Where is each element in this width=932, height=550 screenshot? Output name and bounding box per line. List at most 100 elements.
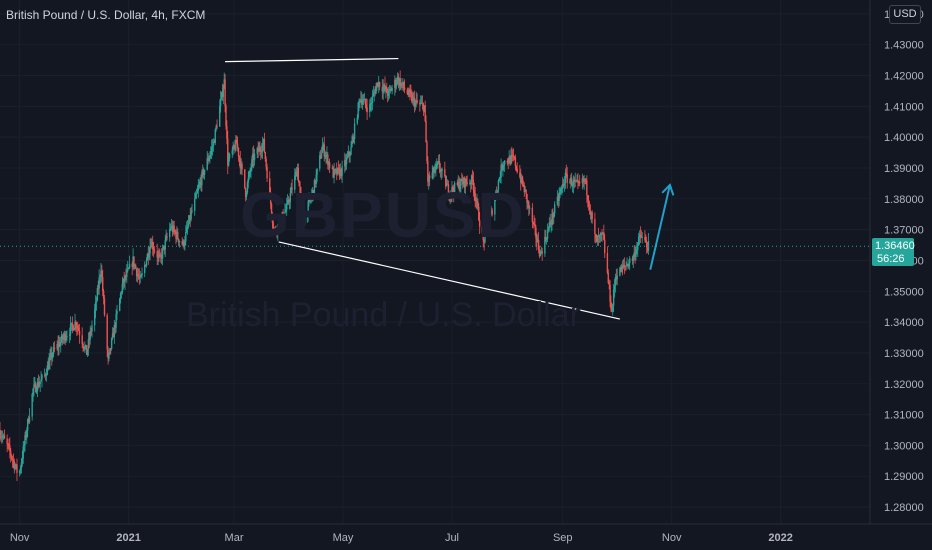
candle-body bbox=[359, 100, 361, 102]
candle-body bbox=[149, 246, 151, 254]
candle-body bbox=[63, 333, 66, 338]
candle-body bbox=[69, 324, 72, 335]
candle-body bbox=[251, 159, 253, 169]
candle-body bbox=[141, 272, 143, 276]
candle-body bbox=[438, 161, 441, 169]
candle-body bbox=[271, 214, 274, 223]
candle-body bbox=[33, 384, 35, 389]
candle-body bbox=[461, 181, 464, 185]
candle-body bbox=[93, 309, 96, 326]
candle-body bbox=[83, 346, 85, 349]
candle-body bbox=[545, 238, 548, 240]
candle-body bbox=[6, 438, 8, 445]
candle-body bbox=[49, 356, 51, 361]
trendline[interactable] bbox=[225, 57, 399, 63]
candle-body bbox=[59, 342, 61, 346]
candle-body bbox=[172, 225, 174, 232]
candle-body bbox=[70, 322, 73, 325]
candle-body bbox=[503, 164, 505, 166]
candle-body bbox=[232, 145, 234, 151]
currency-button[interactable]: USD bbox=[889, 5, 921, 24]
candle-body bbox=[289, 193, 291, 202]
candle-body bbox=[203, 169, 206, 175]
candle-body bbox=[187, 223, 190, 227]
candle-body bbox=[159, 255, 161, 257]
candle-body bbox=[412, 97, 415, 99]
candle-body bbox=[432, 167, 434, 173]
candle-body bbox=[629, 258, 631, 264]
candle-body bbox=[351, 142, 353, 148]
price-tick-label: 1.34000 bbox=[884, 317, 924, 329]
candle-body bbox=[370, 103, 373, 105]
candle-body bbox=[25, 435, 27, 437]
candle-body bbox=[411, 93, 413, 102]
price-tick-label: 1.30000 bbox=[884, 440, 924, 452]
candle-body bbox=[173, 225, 175, 231]
candle-body bbox=[99, 276, 101, 278]
candle-body bbox=[65, 337, 67, 341]
candle-body bbox=[536, 238, 538, 242]
candle-body bbox=[445, 183, 448, 187]
candle-body bbox=[447, 184, 450, 196]
candle-body bbox=[296, 167, 299, 177]
candle-body bbox=[491, 209, 493, 215]
time-tick-label: Sep bbox=[553, 532, 573, 544]
candle-body bbox=[458, 181, 460, 190]
candle-body bbox=[147, 253, 149, 258]
candle-body bbox=[86, 349, 89, 355]
candle-body bbox=[440, 170, 442, 173]
price-tick-label: 1.32000 bbox=[884, 379, 924, 391]
candle-body bbox=[327, 154, 329, 166]
candle-body bbox=[28, 416, 31, 423]
arrow-head[interactable] bbox=[661, 183, 675, 196]
candle-body bbox=[76, 326, 78, 328]
candle-body bbox=[150, 246, 152, 248]
candle-body bbox=[459, 186, 461, 190]
arrow-shaft[interactable] bbox=[649, 184, 671, 270]
candle-body bbox=[312, 189, 315, 195]
candle-body bbox=[78, 330, 81, 336]
trendline[interactable] bbox=[278, 241, 621, 320]
candle-body bbox=[257, 148, 259, 152]
candle-body bbox=[60, 341, 62, 346]
candle-body bbox=[236, 143, 239, 148]
candle-body bbox=[40, 379, 42, 382]
candle-body bbox=[269, 192, 272, 204]
candle-body bbox=[233, 145, 235, 148]
candle-body bbox=[549, 222, 551, 225]
candle-body bbox=[436, 162, 439, 165]
candle-body bbox=[264, 152, 266, 160]
candle-body bbox=[477, 201, 479, 207]
candle-body bbox=[97, 288, 99, 290]
candle-body bbox=[394, 80, 397, 86]
candle-body bbox=[283, 216, 285, 219]
candle-body bbox=[127, 268, 129, 271]
candle-body bbox=[572, 179, 575, 186]
candle-body bbox=[75, 322, 77, 327]
candle-body bbox=[353, 136, 355, 139]
candle-body bbox=[62, 337, 65, 340]
candle-body bbox=[449, 194, 451, 199]
candle-body bbox=[372, 93, 375, 97]
candle-body bbox=[408, 89, 410, 95]
candle-body bbox=[270, 203, 273, 215]
candle-body bbox=[174, 230, 176, 233]
candle-body bbox=[601, 232, 603, 234]
candle-body bbox=[582, 178, 584, 182]
candle-body bbox=[423, 105, 425, 112]
chart-title[interactable]: British Pound / U.S. Dollar, 4h, FXCM bbox=[6, 8, 206, 22]
candle-body bbox=[258, 147, 260, 152]
candle-body bbox=[301, 201, 303, 211]
candle-body bbox=[227, 138, 229, 166]
time-axis[interactable]: Nov 2021 Mar May Jul Sep Nov 2022 bbox=[10, 532, 793, 544]
candle-body bbox=[137, 274, 140, 277]
candle-body bbox=[152, 242, 154, 250]
candle-body bbox=[387, 90, 390, 96]
candle-body bbox=[391, 87, 393, 92]
candle-body bbox=[513, 157, 516, 159]
candle-body bbox=[68, 334, 71, 336]
candle-body bbox=[478, 220, 481, 227]
candle-body bbox=[131, 263, 133, 268]
